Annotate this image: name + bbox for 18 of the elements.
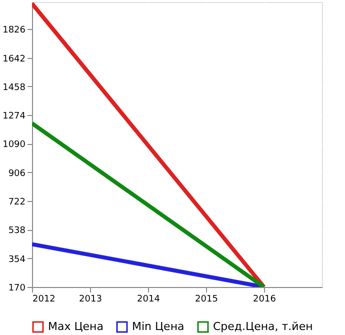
x-tick-label: 2016 <box>253 294 276 304</box>
y-tick-label: 1274 <box>2 112 26 122</box>
y-tick-label: 1458 <box>2 82 26 93</box>
x-tick-label: 2014 <box>137 294 160 304</box>
legend-label: Min Цена <box>132 320 184 333</box>
x-tick-label: 2015 <box>195 294 218 304</box>
y-tick-label: 1826 <box>2 26 26 36</box>
y-tick-label: 170 <box>8 284 26 294</box>
legend-label: Сред.Цена, т.йен <box>213 320 313 333</box>
legend-label: Max Цена <box>48 320 104 333</box>
x-tick-label: 2013 <box>79 294 102 304</box>
y-tick-label: 538 <box>8 226 26 236</box>
y-tick-label: 906 <box>8 168 26 179</box>
x-tick-label: 2012 <box>32 294 56 304</box>
y-tick-label: 1642 <box>2 54 26 64</box>
y-tick-label: 722 <box>8 198 26 208</box>
y-tick-label: 354 <box>8 254 26 265</box>
y-tick-label: 1090 <box>2 140 26 150</box>
